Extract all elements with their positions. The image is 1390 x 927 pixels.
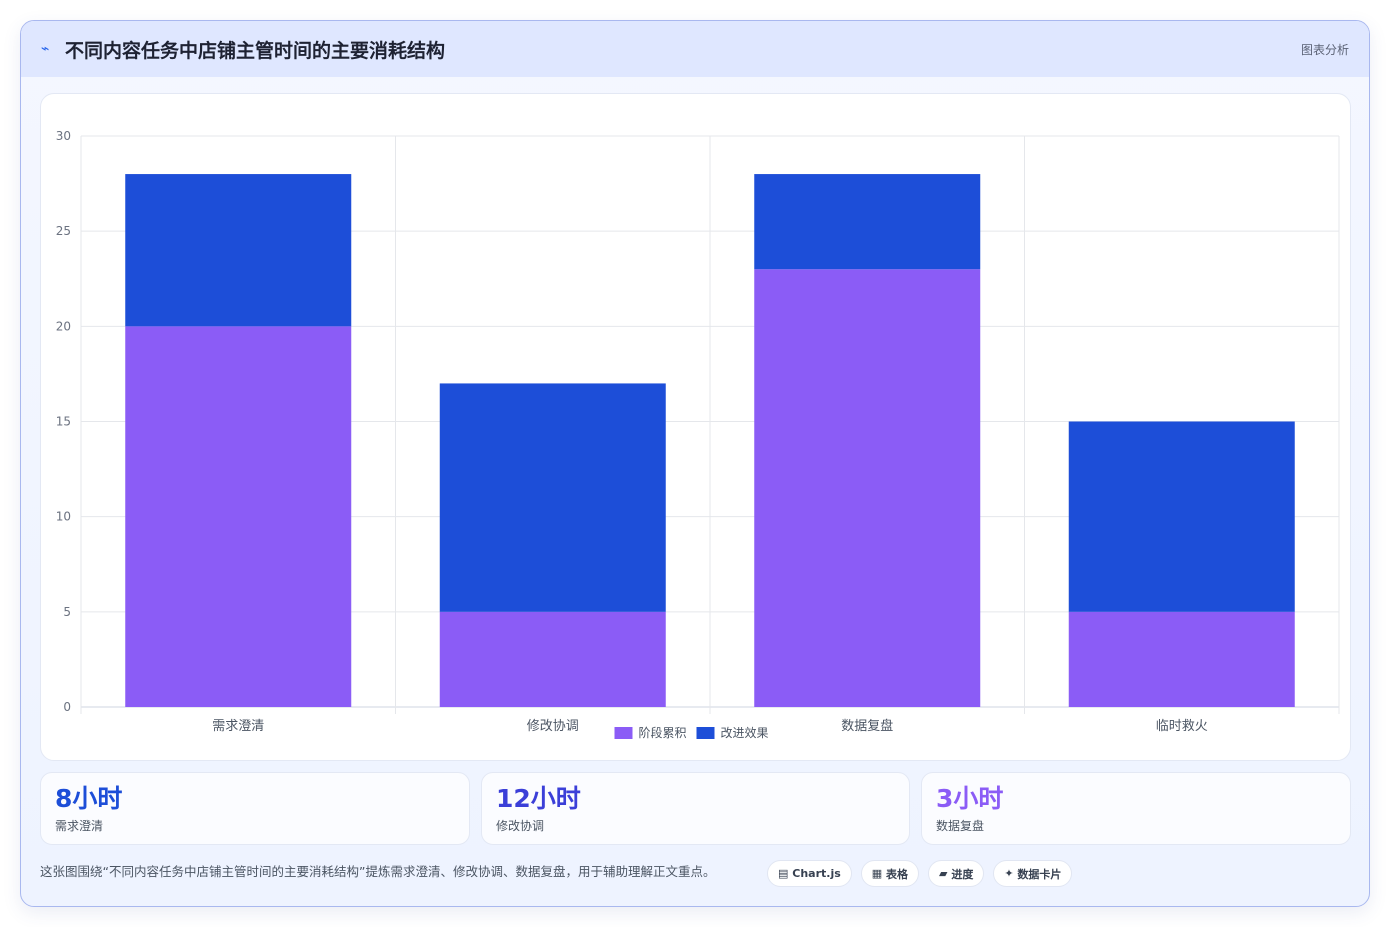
bar bbox=[754, 269, 981, 707]
footer-note: 这张图围绕“不同内容任务中店铺主管时间的主要消耗结构”提炼需求澄清、修改协调、数… bbox=[40, 864, 716, 879]
y-tick-label: 30 bbox=[56, 129, 71, 143]
sparkle-icon: ✦ bbox=[1004, 867, 1014, 880]
chip-data-card[interactable]: ✦ 数据卡片 bbox=[993, 860, 1073, 887]
y-tick-label: 15 bbox=[56, 415, 71, 429]
bar bbox=[1068, 421, 1295, 612]
kpi-value: 8小时 bbox=[55, 784, 123, 813]
bar bbox=[439, 611, 666, 707]
chip-label: 进度 bbox=[951, 867, 974, 881]
chip-table[interactable]: ▦ 表格 bbox=[860, 860, 920, 887]
y-tick-label: 20 bbox=[56, 319, 71, 333]
kpi-row: 8小时 需求澄清 12小时 修改协调 3小时 数据复盘 bbox=[40, 772, 1351, 845]
y-tick-label: 0 bbox=[63, 700, 71, 714]
chip-label: 数据卡片 bbox=[1017, 867, 1062, 881]
y-tick-label: 25 bbox=[56, 224, 71, 238]
y-tick-label: 10 bbox=[56, 510, 71, 524]
table-icon: ▦ bbox=[871, 867, 883, 880]
x-tick-label: 临时救火 bbox=[1156, 718, 1208, 734]
bar bbox=[125, 326, 352, 707]
bar bbox=[1068, 611, 1295, 707]
chart-card: ⌁ 不同内容任务中店铺主管时间的主要消耗结构 图表分析 0 5 10 15 20 25 30… bbox=[20, 20, 1370, 907]
kpi-label: 修改协调 bbox=[496, 819, 545, 833]
legend-swatch bbox=[614, 727, 633, 739]
chip-progress[interactable]: ▰ 进度 bbox=[928, 860, 985, 887]
chip-list: ▤ Chart.js ▦ 表格 ▰ 进度 ✦ 数据卡片 bbox=[767, 860, 1073, 887]
chart-panel: 0 5 10 15 20 25 30 需求澄清 修改协调 数据复盘 临时救火 阶段累积 改进效果 bbox=[40, 93, 1351, 761]
chip-label: Chart.js bbox=[792, 867, 841, 880]
x-tick-label: 修改协调 bbox=[527, 719, 579, 734]
bar bbox=[439, 383, 666, 612]
x-tick-label: 需求澄清 bbox=[212, 719, 264, 734]
legend-label: 改进效果 bbox=[721, 725, 769, 740]
legend-label: 阶段累积 bbox=[639, 725, 687, 740]
stacked-bar-chart: 0 5 10 15 20 25 30 需求澄清 修改协调 数据复盘 临时救火 阶段累积 改进效果 bbox=[56, 129, 1340, 740]
chip-label: 表格 bbox=[886, 867, 909, 881]
progress-icon: ▰ bbox=[939, 867, 948, 880]
bar bbox=[754, 174, 981, 270]
chip-chartjs[interactable]: ▤ Chart.js bbox=[767, 860, 852, 887]
kpi-label: 需求澄清 bbox=[55, 819, 104, 833]
kpi-value: 12小时 bbox=[496, 784, 581, 813]
kpi-card: 12小时 修改协调 bbox=[481, 772, 910, 845]
kpi-card: 8小时 需求澄清 bbox=[40, 772, 470, 845]
footer: 这张图围绕“不同内容任务中店铺主管时间的主要消耗结构”提炼需求澄清、修改协调、数… bbox=[40, 856, 1351, 896]
section-tag: 图表分析 bbox=[1300, 42, 1349, 57]
kpi-card: 3小时 数据复盘 bbox=[921, 772, 1351, 845]
legend-swatch bbox=[696, 727, 715, 739]
bar bbox=[125, 174, 352, 327]
x-tick-label: 数据复盘 bbox=[841, 718, 893, 734]
chart-line-icon: ⌁ bbox=[41, 41, 50, 57]
kpi-label: 数据复盘 bbox=[936, 819, 985, 833]
chart-icon: ▤ bbox=[778, 867, 789, 880]
y-tick-label: 5 bbox=[63, 605, 71, 619]
chart-title: 不同内容任务中店铺主管时间的主要消耗结构 bbox=[65, 39, 446, 62]
kpi-value: 3小时 bbox=[936, 784, 1004, 813]
card-header: ⌁ 不同内容任务中店铺主管时间的主要消耗结构 图表分析 bbox=[21, 21, 1369, 77]
